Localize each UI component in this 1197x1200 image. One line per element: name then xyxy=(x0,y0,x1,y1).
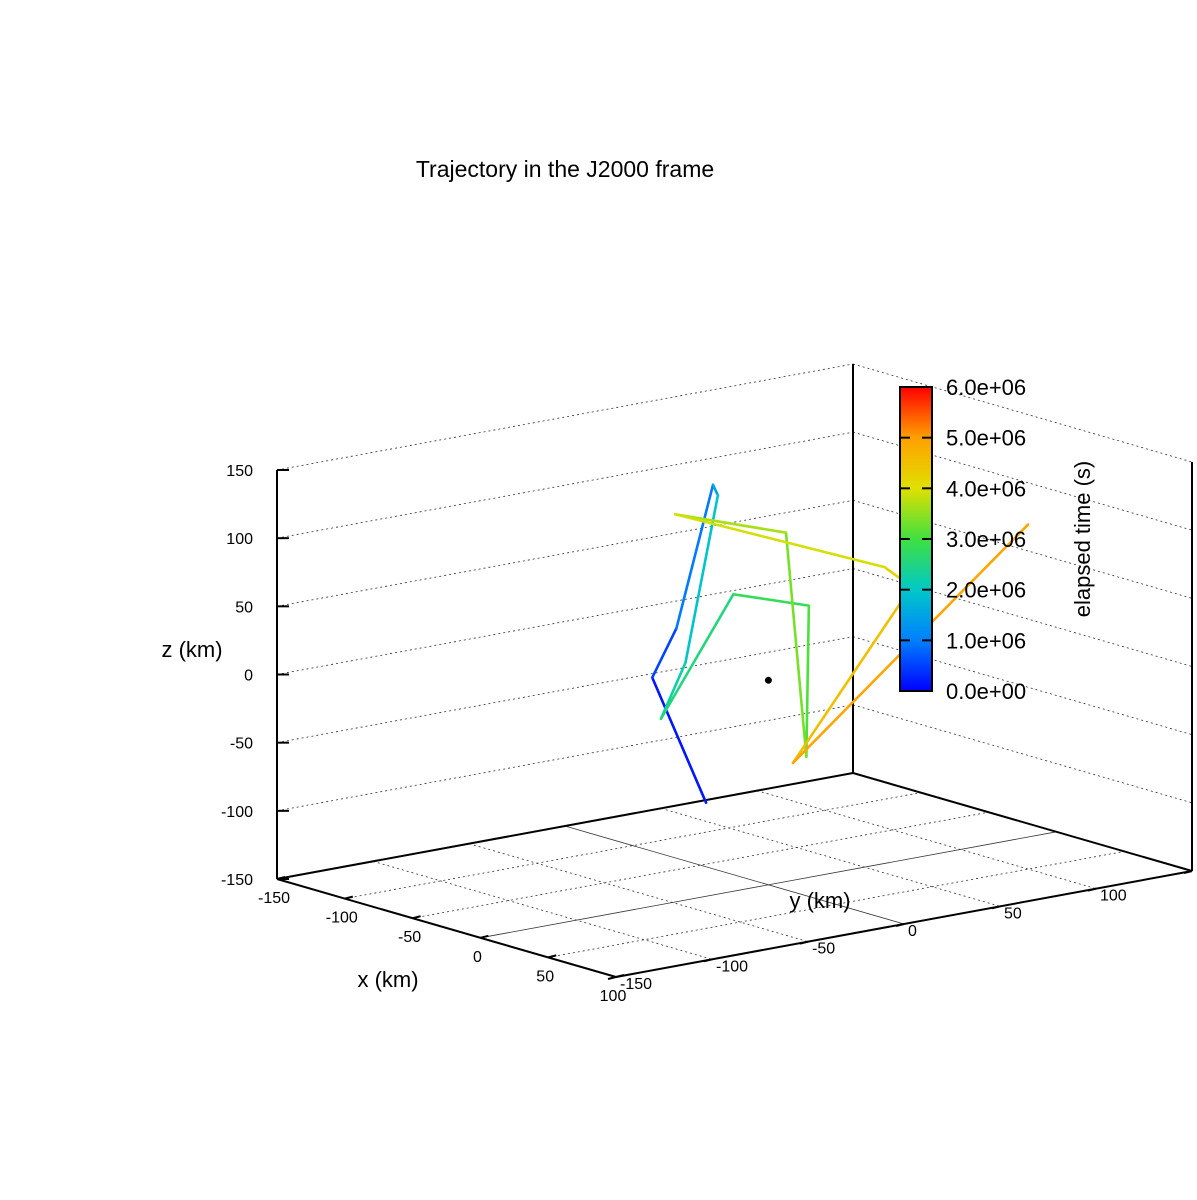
grid-line-left-z xyxy=(276,431,854,539)
grid-lines xyxy=(276,363,1193,960)
y-tick-mark xyxy=(991,905,1001,910)
grid-line-left-z xyxy=(276,499,854,607)
colorbar: 0.0e+00 1.0e+06 2.0e+06 3.0e+06 4.0e+06 5.0e+… xyxy=(899,375,1095,704)
grid-line-left-z xyxy=(276,363,854,471)
colorbar-tick-label: 2.0e+06 xyxy=(946,578,1026,603)
y-tick-mark xyxy=(1087,887,1097,892)
colorbar-tick-label: 0.0e+00 xyxy=(946,679,1026,704)
x-axis-title: x (km) xyxy=(357,967,418,992)
x-tick-label: -150 xyxy=(258,890,290,907)
x-tick-label: 0 xyxy=(473,949,482,966)
y-tick-mark xyxy=(895,923,905,927)
colorbar-tick-label: 6.0e+06 xyxy=(946,375,1026,400)
grid-line-base-y xyxy=(468,843,809,943)
z-tick-label: 100 xyxy=(226,531,253,548)
y-tick-label: 50 xyxy=(1004,905,1022,922)
y-tick-label: 0 xyxy=(908,923,917,940)
colorbar-ticks: 0.0e+00 1.0e+06 2.0e+06 3.0e+06 4.0e+06 5.0e+… xyxy=(900,375,1026,704)
grid-line-left-z xyxy=(276,568,854,675)
x-tick-mark xyxy=(480,934,489,939)
z-axis-title: z (km) xyxy=(161,637,222,662)
trajectory-segment xyxy=(784,531,808,759)
tick-labels: -150-100-50050100-150-100-50050100150-15… xyxy=(221,463,1197,1005)
x-tick-mark xyxy=(615,974,625,978)
grid-line-left-z xyxy=(276,704,854,812)
y-tick-label: -100 xyxy=(716,958,748,975)
y-tick-mark xyxy=(799,940,809,945)
grid-line-back-z xyxy=(852,568,1193,667)
grid-line-base-y xyxy=(756,790,1097,890)
x-tick-mark xyxy=(344,895,354,900)
grid-line-left-z xyxy=(276,636,854,744)
grid-line-back-z xyxy=(852,431,1193,531)
grid-line-back-z xyxy=(852,363,1193,463)
axes-frame xyxy=(276,364,1193,980)
grid-line-base-y xyxy=(372,860,713,960)
z-tick-label: 50 xyxy=(235,599,253,616)
x-tick-label: 50 xyxy=(536,968,554,985)
grid-line-base-y xyxy=(660,807,1001,907)
trajectory-series xyxy=(650,483,1030,804)
trajectory-segment xyxy=(732,592,811,607)
x-tick-label: -50 xyxy=(398,929,421,946)
colorbar-tick-label: 3.0e+06 xyxy=(946,527,1026,552)
trajectory-segment xyxy=(673,512,788,535)
y-tick-label: -50 xyxy=(812,941,835,958)
x-tick-label: 100 xyxy=(600,988,627,1005)
colorbar-tick-label: 5.0e+06 xyxy=(946,426,1026,451)
z-tick-label: -150 xyxy=(221,872,253,889)
y-tick-mark xyxy=(607,976,617,980)
base-left-edge xyxy=(276,772,854,880)
x-tick-mark xyxy=(547,954,557,959)
trajectory-segment xyxy=(711,483,720,497)
colorbar-title: elapsed time (s) xyxy=(1070,461,1095,618)
y-axis-title: y (km) xyxy=(789,888,850,913)
grid-line-back-z xyxy=(852,499,1193,599)
y-tick-label: -150 xyxy=(620,976,652,993)
z-tick-label: -100 xyxy=(221,804,253,821)
x-axis-line xyxy=(276,878,617,978)
base-back-edge xyxy=(852,772,1193,872)
chart-title: Trajectory in the J2000 frame xyxy=(416,156,714,182)
grid-line-base-y xyxy=(564,825,905,925)
origin-marker xyxy=(764,676,772,684)
z-tick-label: 150 xyxy=(226,463,253,480)
grid-line-back-z xyxy=(852,704,1193,804)
trajectory-segment xyxy=(650,676,708,804)
trajectory-segment xyxy=(805,604,811,759)
z-tick-label: -50 xyxy=(230,736,253,753)
trajectory-segment xyxy=(650,626,678,679)
grid-line-back-z xyxy=(852,636,1193,736)
x-tick-mark xyxy=(412,915,421,920)
colorbar-tick-label: 4.0e+06 xyxy=(946,476,1026,501)
trajectory-segment xyxy=(659,592,735,721)
x-tick-label: -100 xyxy=(326,910,358,927)
trajectory-segment xyxy=(791,585,913,765)
trajectory-segment xyxy=(675,483,715,630)
z-tick-label: 0 xyxy=(244,668,253,685)
y-tick-label: 100 xyxy=(1100,888,1127,905)
trajectory-segment xyxy=(673,512,886,569)
colorbar-tick-label: 1.0e+06 xyxy=(946,628,1026,653)
y-tick-mark xyxy=(703,958,713,963)
y-tick-mark xyxy=(1183,870,1193,874)
